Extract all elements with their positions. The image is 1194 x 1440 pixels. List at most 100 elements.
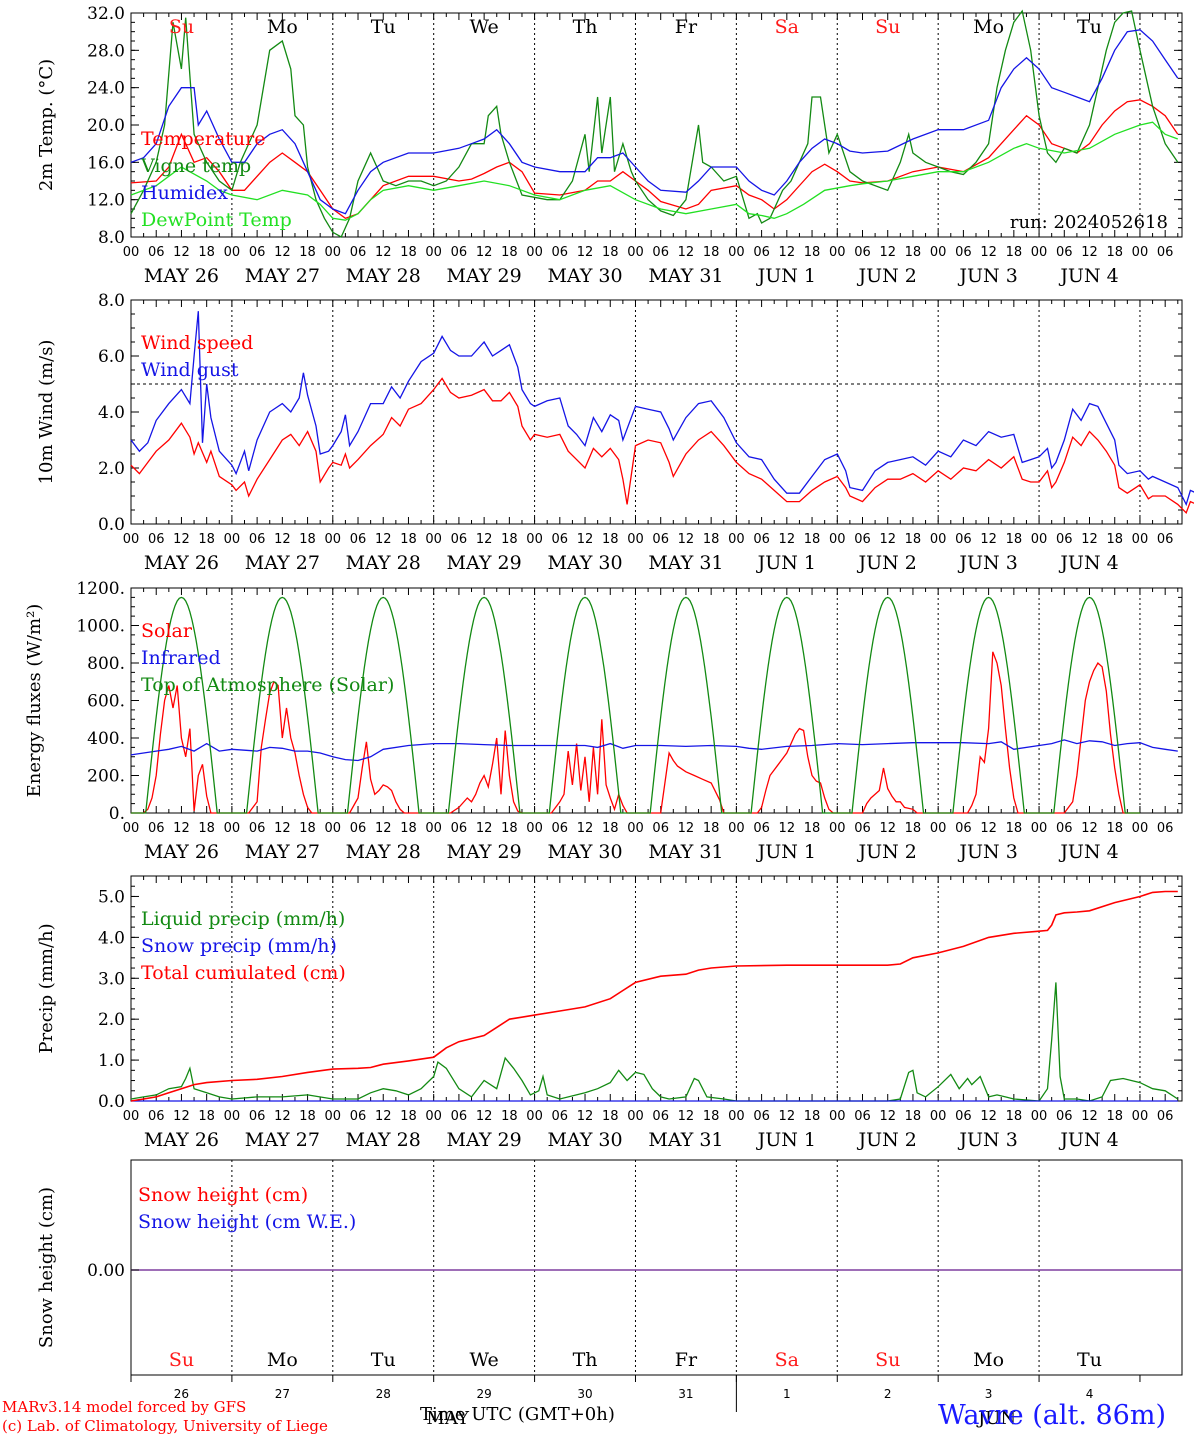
hour-label: 00 bbox=[1031, 1109, 1048, 1124]
hour-label: 06 bbox=[249, 821, 266, 836]
day-label: Sa bbox=[775, 1349, 799, 1371]
day-label: Su bbox=[169, 1349, 194, 1371]
hour-label: 06 bbox=[955, 821, 972, 836]
legend-entry: Vigne temp bbox=[140, 155, 251, 177]
y-tick-label: 0.00 bbox=[87, 1261, 125, 1281]
hour-label: 06 bbox=[652, 1109, 669, 1124]
date-label: JUN 2 bbox=[857, 1129, 917, 1151]
date-label: MAY 27 bbox=[245, 1129, 320, 1151]
hour-label: 18 bbox=[905, 1109, 922, 1124]
hour-label: 12 bbox=[980, 245, 997, 260]
hour-label: 18 bbox=[1106, 821, 1123, 836]
date-label: MAY 27 bbox=[245, 265, 320, 287]
y-tick-label: 12.0 bbox=[87, 191, 125, 211]
series-line bbox=[131, 651, 1140, 814]
hour-label: 18 bbox=[1106, 532, 1123, 547]
day-label: Su bbox=[169, 16, 194, 38]
day-label: Th bbox=[573, 1349, 598, 1371]
legend-entry: DewPoint Temp bbox=[141, 209, 292, 231]
hour-label: 06 bbox=[652, 245, 669, 260]
hour-label: 18 bbox=[703, 1109, 720, 1124]
hour-label: 00 bbox=[425, 821, 442, 836]
hour-label: 18 bbox=[905, 821, 922, 836]
hour-label: 06 bbox=[652, 532, 669, 547]
date-label: MAY 26 bbox=[144, 552, 219, 574]
hour-label: 12 bbox=[678, 245, 695, 260]
hour-label: 12 bbox=[879, 245, 896, 260]
hour-label: 00 bbox=[627, 821, 644, 836]
hour-label: 06 bbox=[148, 245, 165, 260]
hour-label: 18 bbox=[703, 245, 720, 260]
hour-label: 18 bbox=[1106, 245, 1123, 260]
date-label: JUN 1 bbox=[756, 265, 816, 287]
hour-label: 06 bbox=[249, 532, 266, 547]
month-label: MAY bbox=[426, 1408, 470, 1429]
hour-label: 18 bbox=[804, 245, 821, 260]
legend-entry: Wind gust bbox=[141, 359, 239, 381]
hour-label: 12 bbox=[476, 821, 493, 836]
date-label: JUN 2 bbox=[857, 265, 917, 287]
hour-label: 06 bbox=[753, 1109, 770, 1124]
y-tick-label: 0. bbox=[109, 804, 125, 824]
hour-label: 18 bbox=[602, 1109, 619, 1124]
hour-label: 18 bbox=[804, 821, 821, 836]
hour-label: 06 bbox=[451, 1109, 468, 1124]
series-line bbox=[130, 890, 1178, 1102]
hour-label: 18 bbox=[501, 1109, 518, 1124]
hour-label: 00 bbox=[1031, 245, 1048, 260]
hour-label: 12 bbox=[879, 532, 896, 547]
date-label: JUN 3 bbox=[957, 841, 1017, 863]
hour-label: 00 bbox=[123, 821, 140, 836]
y-tick-label: 3.0 bbox=[98, 969, 125, 989]
date-label: JUN 2 bbox=[857, 552, 917, 574]
date-label: JUN 4 bbox=[1058, 841, 1118, 863]
hour-label: 00 bbox=[930, 532, 947, 547]
y-tick-label: 20.0 bbox=[87, 116, 125, 136]
date-label: JUN 4 bbox=[1058, 552, 1118, 574]
hour-label: 00 bbox=[425, 1109, 442, 1124]
legend-entry: Humidex bbox=[141, 182, 228, 204]
x-axis-title: Time UTC (GMT+0h) bbox=[420, 1404, 615, 1425]
hour-label: 18 bbox=[400, 532, 417, 547]
hour-label: 12 bbox=[274, 532, 291, 547]
legend-entry: Total cumulated (cm) bbox=[141, 962, 346, 984]
series-line bbox=[130, 377, 1194, 514]
hour-label: 12 bbox=[375, 821, 392, 836]
y-tick-label: 200. bbox=[87, 767, 125, 787]
day-label: Th bbox=[573, 16, 598, 38]
y-tick-label: 1.0 bbox=[98, 1051, 125, 1071]
day-label: Fr bbox=[675, 16, 698, 38]
hour-label: 06 bbox=[955, 245, 972, 260]
hour-label: 06 bbox=[249, 1109, 266, 1124]
date-label: MAY 30 bbox=[547, 841, 622, 863]
hour-label: 12 bbox=[779, 821, 796, 836]
hour-label: 00 bbox=[325, 821, 342, 836]
date-label: MAY 29 bbox=[447, 265, 522, 287]
hour-label: 00 bbox=[1132, 1109, 1149, 1124]
hour-label: 18 bbox=[1006, 1109, 1023, 1124]
legend-entry: Snow height (cm W.E.) bbox=[138, 1211, 356, 1233]
model-credit: MARv3.14 model forced by GFS (c) Lab. of… bbox=[2, 1398, 328, 1436]
day-number-label: 1 bbox=[783, 1387, 791, 1401]
y-tick-label: 0.0 bbox=[98, 515, 125, 535]
series-line bbox=[130, 29, 1179, 215]
hour-label: 12 bbox=[678, 532, 695, 547]
y-tick-label: 8.0 bbox=[98, 291, 125, 311]
hour-label: 12 bbox=[980, 821, 997, 836]
y-tick-label: 6.0 bbox=[98, 347, 125, 367]
y-axis-title: Precip (mm/h) bbox=[36, 923, 57, 1053]
hour-label: 06 bbox=[854, 821, 871, 836]
legend-entry: Wind speed bbox=[141, 332, 253, 354]
hour-label: 12 bbox=[173, 1109, 190, 1124]
hour-label: 12 bbox=[173, 821, 190, 836]
hour-label: 12 bbox=[678, 821, 695, 836]
y-tick-label: 5.0 bbox=[98, 887, 125, 907]
hour-label: 00 bbox=[930, 1109, 947, 1124]
series-line bbox=[130, 9, 1179, 238]
hour-label: 12 bbox=[476, 245, 493, 260]
date-label: MAY 28 bbox=[346, 1129, 421, 1151]
y-tick-label: 400. bbox=[87, 729, 125, 749]
hour-label: 06 bbox=[1056, 245, 1073, 260]
y-tick-label: 1000. bbox=[76, 617, 125, 637]
